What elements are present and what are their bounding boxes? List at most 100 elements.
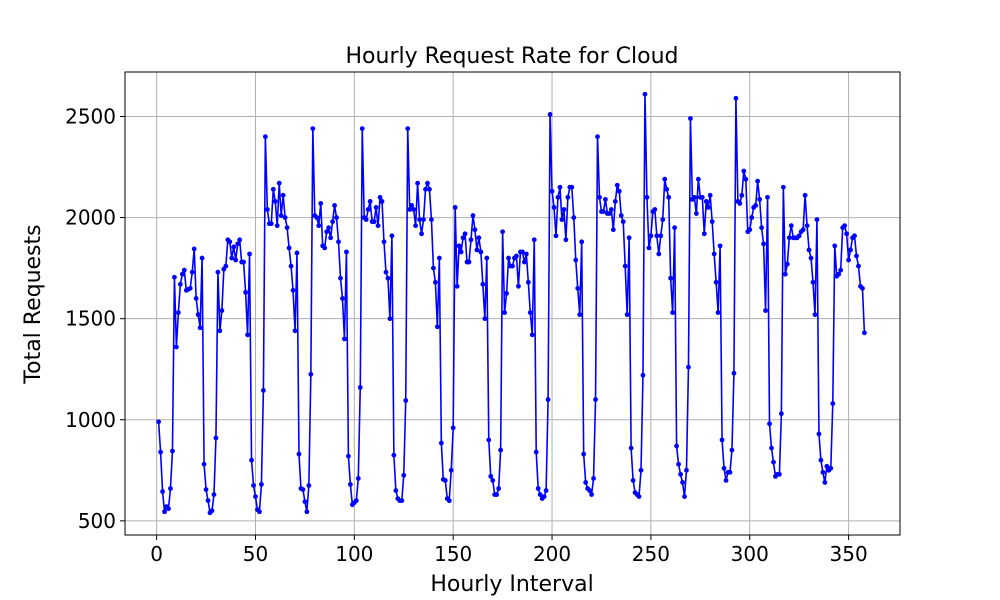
data-point xyxy=(828,465,834,471)
data-point xyxy=(806,247,812,253)
data-point xyxy=(581,451,587,457)
data-point xyxy=(433,279,438,285)
data-point xyxy=(429,217,434,222)
data-point xyxy=(612,199,618,204)
data-point xyxy=(527,310,533,315)
data-point xyxy=(672,225,678,231)
data-point xyxy=(587,488,592,493)
data-point xyxy=(280,192,286,198)
data-point xyxy=(460,235,466,241)
data-point xyxy=(371,219,377,225)
data-point xyxy=(836,271,842,277)
data-point xyxy=(824,463,830,469)
data-point xyxy=(547,112,553,117)
x-tick-label: 200 xyxy=(533,542,571,566)
x-tick-label: 100 xyxy=(335,542,373,566)
x-tick-label: 0 xyxy=(150,542,163,566)
data-point xyxy=(695,176,701,182)
data-point xyxy=(759,225,765,231)
data-point xyxy=(427,186,432,192)
data-point xyxy=(160,489,165,494)
data-point xyxy=(466,259,472,265)
data-point xyxy=(168,486,173,491)
data-point xyxy=(411,207,417,212)
data-point xyxy=(715,310,721,315)
data-point xyxy=(399,498,405,504)
data-point xyxy=(741,168,747,174)
data-point xyxy=(844,231,850,237)
data-point xyxy=(284,225,290,231)
data-point xyxy=(529,332,535,338)
data-point xyxy=(363,217,369,222)
data-point xyxy=(158,449,163,455)
data-point xyxy=(854,253,859,259)
data-point xyxy=(272,199,278,204)
data-point xyxy=(260,388,266,393)
data-point xyxy=(541,494,547,499)
data-point xyxy=(302,499,308,505)
data-point xyxy=(314,215,320,220)
data-point xyxy=(737,201,743,206)
data-point xyxy=(822,480,828,485)
data-point xyxy=(209,508,215,514)
data-point xyxy=(292,328,298,334)
data-point xyxy=(664,186,670,192)
data-point xyxy=(219,308,225,313)
data-point xyxy=(233,257,239,263)
data-point xyxy=(610,227,616,233)
data-point xyxy=(688,116,693,121)
data-point xyxy=(804,223,810,229)
data-point xyxy=(340,296,345,301)
data-point xyxy=(654,233,660,239)
data-point xyxy=(733,95,739,101)
data-point xyxy=(680,480,685,485)
data-point xyxy=(387,316,393,322)
x-tick-label: 250 xyxy=(632,542,670,566)
data-point xyxy=(662,176,668,182)
data-point xyxy=(640,372,646,378)
data-point xyxy=(442,478,448,483)
data-point xyxy=(247,251,252,257)
data-point xyxy=(521,259,527,265)
data-point xyxy=(383,269,389,275)
data-point xyxy=(506,255,511,261)
data-point xyxy=(788,223,794,229)
data-point xyxy=(310,126,316,132)
data-point xyxy=(648,233,654,239)
data-point xyxy=(682,494,687,499)
data-point xyxy=(753,203,759,208)
data-point xyxy=(270,186,276,192)
data-point xyxy=(490,478,496,483)
data-point xyxy=(288,263,294,269)
data-point xyxy=(480,281,486,287)
data-point xyxy=(699,194,705,200)
data-point xyxy=(486,437,492,443)
data-point xyxy=(601,209,606,214)
data-point xyxy=(802,192,808,198)
data-point xyxy=(618,213,624,218)
data-point xyxy=(713,279,719,285)
data-point xyxy=(330,219,335,225)
data-point xyxy=(296,451,302,457)
data-point xyxy=(415,180,420,186)
data-point xyxy=(452,205,458,210)
data-point xyxy=(338,275,343,281)
data-point xyxy=(201,461,207,467)
data-point xyxy=(769,445,774,451)
data-point xyxy=(434,324,440,330)
data-point xyxy=(656,251,662,257)
data-point xyxy=(344,249,349,255)
data-point xyxy=(205,498,211,504)
data-point xyxy=(514,253,519,259)
data-point xyxy=(767,421,772,427)
data-point xyxy=(446,498,452,504)
data-point xyxy=(249,457,254,463)
data-point xyxy=(172,274,177,280)
data-point xyxy=(719,437,725,443)
data-point xyxy=(816,431,822,437)
x-tick-label: 300 xyxy=(731,542,769,566)
data-point xyxy=(577,312,583,318)
data-point xyxy=(676,461,681,467)
data-point xyxy=(616,188,622,194)
